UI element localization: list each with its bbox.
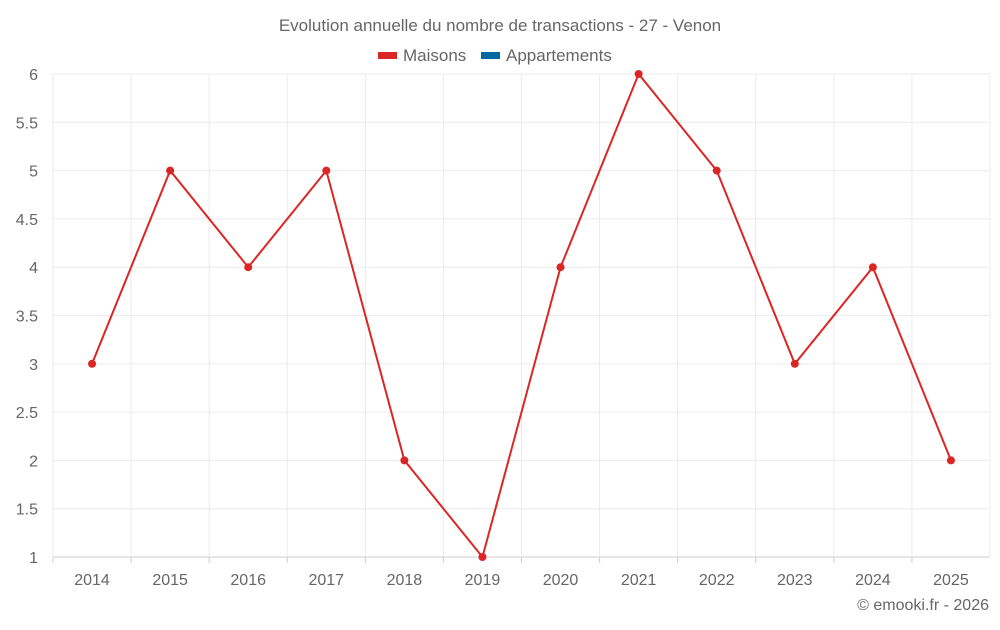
x-tick-label: 2020	[543, 572, 579, 589]
y-tick-label: 3	[29, 357, 38, 374]
data-point-2019	[478, 553, 487, 561]
legend-label-appartements[interactable]: Appartements	[506, 46, 612, 65]
x-tick-label: 2019	[465, 572, 501, 589]
credit: © emooki.fr - 2026	[857, 597, 989, 614]
data-point-2018	[400, 456, 409, 465]
chart-title: Evolution annuelle du nombre de transact…	[279, 16, 721, 35]
legend-swatch-appartements	[481, 52, 500, 59]
y-tick-label: 1.5	[16, 502, 38, 519]
legend-swatch-maisons	[378, 52, 397, 59]
data-point-2017	[322, 166, 331, 175]
y-tick-label: 4	[29, 260, 38, 277]
data-point-2023	[790, 359, 799, 368]
y-tick-label: 5	[29, 164, 38, 181]
data-point-2015	[166, 166, 175, 175]
series-line-maisons	[91, 72, 952, 560]
y-tick-label: 4.5	[16, 212, 38, 229]
data-point-2020	[556, 263, 565, 272]
x-tick-label: 2021	[621, 572, 657, 589]
legend-label-maisons[interactable]: Maisons	[403, 46, 466, 65]
data-point-2022	[712, 166, 721, 175]
legend[interactable]: Maisons Appartements	[378, 46, 612, 65]
x-tick-label: 2025	[933, 572, 969, 589]
y-tick-label: 2.5	[16, 405, 38, 422]
data-point-2024	[868, 263, 877, 272]
data-point-2014	[88, 359, 97, 368]
x-tick-label: 2024	[855, 572, 891, 589]
x-tick-label: 2017	[308, 572, 344, 589]
x-tick-label: 2014	[74, 572, 110, 589]
y-tick-label: 2	[29, 453, 38, 470]
data-point-2025	[946, 456, 955, 465]
y-axis: 1 1.5 2 2.5 3 3.5 4 4.5 5 5.5 6	[16, 67, 38, 567]
y-tick-label: 6	[29, 67, 38, 84]
x-axis: 2014 2015 2016 2017 2018 2019 2020 2021 2022 2023…	[52, 557, 969, 589]
x-tick-label: 2018	[387, 572, 423, 589]
data-point-2016	[244, 263, 253, 272]
grid	[52, 73, 991, 558]
x-tick-label: 2015	[152, 572, 188, 589]
series-maisons	[88, 70, 955, 561]
x-tick-label: 2016	[230, 572, 266, 589]
x-tick-label: 2022	[699, 572, 735, 589]
data-point-2021	[634, 70, 643, 78]
y-tick-label: 1	[29, 550, 38, 567]
y-tick-label: 3.5	[16, 309, 38, 326]
x-tick-label: 2023	[777, 572, 813, 589]
y-tick-label: 5.5	[16, 115, 38, 132]
